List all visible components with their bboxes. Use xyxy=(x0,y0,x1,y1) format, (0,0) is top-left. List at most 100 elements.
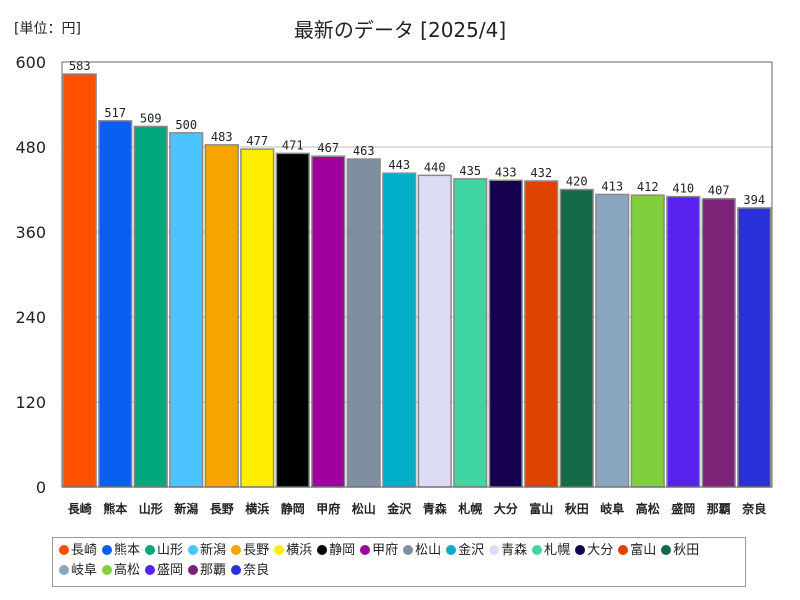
x-tick-label: 大分 xyxy=(494,501,518,516)
legend-swatch xyxy=(145,565,156,575)
legend-swatch xyxy=(231,565,242,575)
legend-swatch xyxy=(489,545,500,555)
x-tick-label: 長野 xyxy=(210,501,234,516)
x-tick-label: 岐阜 xyxy=(600,501,624,516)
legend-swatch xyxy=(403,545,414,555)
legend-entry: 富山 xyxy=(618,541,656,561)
data-label: 509 xyxy=(140,111,162,125)
legend-swatch xyxy=(360,545,371,555)
legend-swatch xyxy=(145,545,156,555)
legend-label: 静岡 xyxy=(329,543,356,558)
legend-label: 山形 xyxy=(157,543,184,558)
x-tick-label: 青森 xyxy=(423,501,448,516)
data-label: 583 xyxy=(69,59,91,73)
x-tick-label: 静岡 xyxy=(281,501,305,516)
y-tick-label: 480 xyxy=(15,138,46,157)
data-label: 517 xyxy=(104,106,126,120)
legend-label: 秋田 xyxy=(673,543,700,558)
y-tick-label: 240 xyxy=(15,308,46,327)
data-label: 413 xyxy=(601,179,623,193)
y-tick-label: 120 xyxy=(15,393,46,412)
bar xyxy=(311,155,346,488)
data-label: 435 xyxy=(459,164,481,178)
bar xyxy=(204,144,239,488)
bar xyxy=(98,120,133,488)
legend-swatch xyxy=(188,545,199,555)
legend-swatch xyxy=(575,545,586,555)
x-tick-label: 山形 xyxy=(139,501,163,516)
legend-swatch xyxy=(102,565,113,575)
legend-entry: 熊本 xyxy=(102,541,140,561)
legend-entry: 新潟 xyxy=(188,541,226,561)
y-tick-label: 600 xyxy=(15,53,46,72)
data-label: 410 xyxy=(672,182,694,196)
legend-entry: 札幌 xyxy=(532,541,570,561)
x-tick-label: 那覇 xyxy=(707,502,731,516)
bar xyxy=(62,73,97,488)
legend: 長崎 熊本 山形 新潟 長野 横浜 静岡 甲府 松山 金沢 青森 札幌 大分 富山 秋田岐阜 高松 盛岡 那覇 奈良 xyxy=(52,537,746,587)
legend-swatch xyxy=(274,545,285,555)
legend-label: 札幌 xyxy=(544,543,571,558)
legend-entry: 大分 xyxy=(575,541,613,561)
unit-label: [単位：円] xyxy=(14,21,81,37)
x-tick-label: 長崎 xyxy=(68,501,92,516)
legend-label: 青森 xyxy=(501,543,528,558)
legend-swatch xyxy=(59,565,69,575)
data-label: 432 xyxy=(530,166,552,180)
x-tick-label: 高松 xyxy=(636,501,660,516)
legend-entry: 山形 xyxy=(145,541,183,561)
x-tick-label: 奈良 xyxy=(741,501,766,516)
legend-label: 新潟 xyxy=(200,543,227,558)
legend-label: 大分 xyxy=(587,543,614,558)
x-tick-label: 富山 xyxy=(529,501,553,516)
bar xyxy=(240,148,275,488)
bar xyxy=(346,158,381,488)
legend-swatch xyxy=(231,545,242,555)
legend-entry: 金沢 xyxy=(446,541,484,561)
legend-entry: 横浜 xyxy=(274,541,312,561)
legend-entry: 松山 xyxy=(403,541,441,561)
bar xyxy=(453,178,488,488)
legend-swatch xyxy=(59,545,69,555)
bar xyxy=(701,197,736,488)
legend-swatch xyxy=(317,545,328,555)
legend-entry: 青森 xyxy=(489,541,527,561)
data-label: 467 xyxy=(317,141,339,155)
bar xyxy=(417,174,452,488)
x-tick-label: 甲府 xyxy=(316,501,340,516)
x-tick-label: 熊本 xyxy=(103,501,127,516)
legend-swatch xyxy=(661,545,672,555)
x-tick-label: 松山 xyxy=(352,501,376,516)
legend-label: 松山 xyxy=(415,543,442,558)
data-label: 500 xyxy=(175,118,197,132)
legend-entry: 盛岡 xyxy=(145,561,183,581)
x-tick-label: 横浜 xyxy=(245,501,269,516)
bar xyxy=(382,172,417,488)
legend-label: 盛岡 xyxy=(157,563,184,578)
legend-entry: 高松 xyxy=(102,561,140,581)
x-tick-label: 盛岡 xyxy=(671,501,695,516)
data-label: 407 xyxy=(708,184,730,198)
bar xyxy=(559,188,594,488)
legend-label: 長崎 xyxy=(71,543,98,558)
y-tick-label: 0 xyxy=(36,478,46,497)
legend-label: 横浜 xyxy=(286,543,313,558)
legend-label: 熊本 xyxy=(114,543,141,558)
legend-swatch xyxy=(532,545,543,555)
legend-label: 高松 xyxy=(114,563,141,578)
legend-entry: 静岡 xyxy=(317,541,355,561)
x-tick-label: 秋田 xyxy=(565,501,589,516)
legend-label: 奈良 xyxy=(243,563,270,578)
data-label: 440 xyxy=(424,160,446,174)
bar xyxy=(737,207,772,488)
legend-entry: 甲府 xyxy=(360,541,398,561)
legend-label: 岐阜 xyxy=(71,563,98,578)
data-label: 420 xyxy=(566,175,588,189)
x-tick-label: 新潟 xyxy=(174,501,198,516)
chart-title: 最新のデータ [2025/4] xyxy=(293,18,507,42)
legend-entry: 秋田 xyxy=(661,541,699,561)
bar-chart: 583 517 509 500 483 477 471 467 463 443 440 435 433 4… xyxy=(15,53,773,516)
data-label: 483 xyxy=(211,130,233,144)
legend-entry: 岐阜 xyxy=(59,561,97,581)
legend-label: 長野 xyxy=(243,543,270,558)
